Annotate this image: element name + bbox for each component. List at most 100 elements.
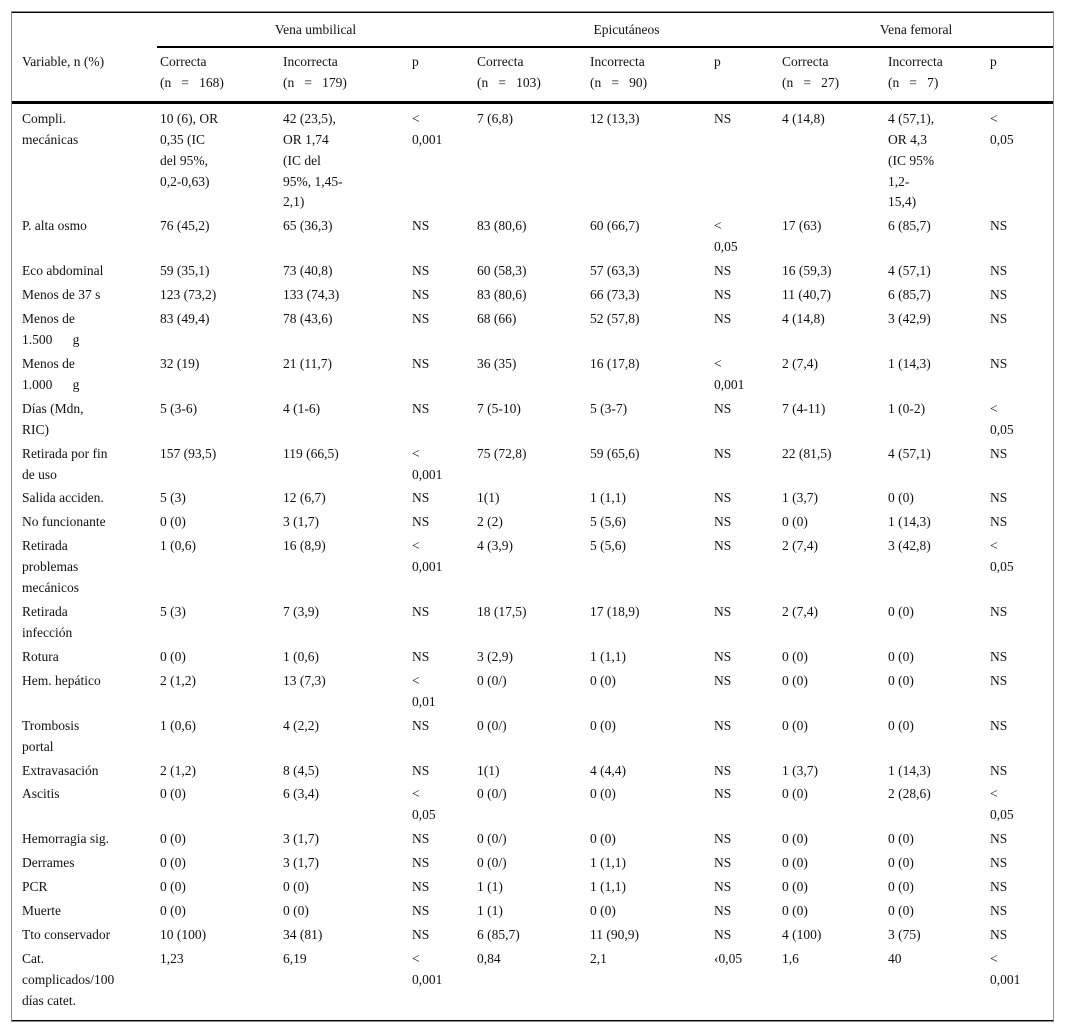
group-header-row: Variable, n (%) Vena umbilical Epicutáne…: [12, 12, 1054, 104]
table-cell: < 0,05: [714, 218, 738, 255]
table-cell: 0 (0): [782, 903, 808, 919]
table-cell: 157 (93,5): [160, 445, 217, 461]
table-cell: 3 (1,7): [283, 855, 319, 871]
table-cell: 7 (5-10): [477, 400, 521, 416]
table-cell: NS: [412, 903, 430, 919]
table-cell: 7 (4-11): [782, 400, 826, 416]
table-cell: 0 (0): [888, 604, 914, 620]
table-cell: 3 (75): [888, 926, 921, 942]
table-cell: 1 (1,1): [590, 490, 627, 506]
table-row: Ascitis 0 (0) 6 (3,4) < 0,05 0 (0/) 0 (0…: [12, 783, 1053, 828]
table-cell: NS: [412, 490, 430, 506]
table-cell: 12 (13,3): [590, 110, 640, 126]
table-cell: NS: [714, 786, 732, 802]
table-cell: NS: [412, 879, 430, 895]
table-cell: NS: [714, 648, 732, 664]
table-cell: NS: [990, 672, 1008, 688]
results-table: Variable, n (%) Vena umbilical Epicutáne…: [12, 12, 1054, 1021]
table-row: Compli. mecánicas 10 (6), OR 0,35 (IC de…: [12, 102, 1053, 215]
table-cell: NS: [714, 538, 732, 554]
table-cell: NS: [990, 355, 1008, 371]
table-cell: 3 (42,8): [888, 538, 931, 554]
table-cell: 1 (14,3): [888, 762, 931, 778]
table-cell: NS: [412, 648, 430, 664]
table-cell: 7 (6,8): [477, 110, 514, 126]
table-cell: NS: [990, 263, 1008, 279]
table-cell: 1 (0-2): [888, 400, 926, 416]
table-cell: NS: [412, 762, 430, 778]
table-cell: 83 (80,6): [477, 287, 527, 303]
table-cell: 1(1): [477, 490, 500, 506]
table-cell: 0 (0): [283, 903, 309, 919]
table-cell: 0 (0): [782, 786, 808, 802]
corner-header-variable: Variable, n (%): [12, 12, 157, 104]
table-cell: NS: [714, 762, 732, 778]
table-cell: 75 (72,8): [477, 445, 527, 461]
table-cell: 52 (57,8): [590, 311, 640, 327]
table-row: Salida acciden. 5 (3) 12 (6,7) NS 1(1) 1…: [12, 487, 1053, 511]
table-cell: 22 (81,5): [782, 445, 832, 461]
table-cell: 17 (63): [782, 218, 822, 234]
table-cell: 0 (0): [888, 903, 914, 919]
table-row: Retirada infección 5 (3) 7 (3,9) NS 18 (…: [12, 601, 1053, 646]
table-cell: 1 (3,7): [782, 762, 819, 778]
column-header-p-epi: p: [711, 46, 780, 104]
group-header-vena-femoral: Vena femoral: [779, 12, 1054, 48]
row-label: Menos de 1.500 g: [22, 311, 80, 347]
table-cell: 1 (1,1): [590, 648, 627, 664]
row-label: Trombosis portal: [22, 717, 80, 754]
table-cell: 32 (19): [160, 355, 200, 371]
table-cell: 8 (4,5): [283, 762, 319, 778]
table-cell: 5 (3): [160, 604, 186, 620]
table-cell: 1 (0,6): [160, 717, 196, 733]
table-cell: < 0,01: [412, 672, 436, 709]
table-row: Trombosis portal 1 (0,6) 4 (2,2) NS 0 (0…: [12, 715, 1053, 760]
table-row: PCR 0 (0) 0 (0) NS 1 (1) 1 (1,1) NS 0 (0…: [12, 876, 1053, 900]
table-row: Días (Mdn, RIC) 5 (3-6) 4 (1-6) NS 7 (5-…: [12, 398, 1053, 443]
table-cell: 83 (49,4): [160, 311, 210, 327]
table-cell: 0 (0): [888, 831, 914, 847]
table-cell: < 0,001: [714, 355, 745, 392]
row-label: Muerte: [22, 903, 61, 919]
table-cell: 2 (2): [477, 514, 503, 530]
table-cell: 4 (57,1): [888, 445, 931, 461]
table-row: Rotura 0 (0) 1 (0,6) NS 3 (2,9) 1 (1,1) …: [12, 646, 1053, 670]
table-cell: 1 (3,7): [782, 490, 819, 506]
table-cell: 5 (3-7): [590, 400, 628, 416]
table-cell: NS: [714, 672, 732, 688]
table-cell: 4 (14,8): [782, 110, 825, 126]
table-cell: NS: [412, 855, 430, 871]
row-label: Hemorragia sig.: [22, 831, 109, 847]
table-cell: 1 (1,1): [590, 855, 627, 871]
table-cell: NS: [412, 218, 430, 234]
table-cell: 1 (14,3): [888, 514, 931, 530]
table-cell: 18 (17,5): [477, 604, 527, 620]
table-row: Hem. hepático 2 (1,2) 13 (7,3) < 0,01 0 …: [12, 670, 1053, 715]
table-cell: NS: [990, 831, 1008, 847]
table-row: Derrames 0 (0) 3 (1,7) NS 0 (0/) 1 (1,1)…: [12, 852, 1053, 876]
table-cell: 4 (57,1), OR 4,3 (IC 95% 1,2- 15,4): [888, 110, 935, 210]
table-cell: 57 (63,3): [590, 263, 640, 279]
table-cell: 0 (0): [590, 786, 616, 802]
table-cell: NS: [714, 490, 732, 506]
table-cell: NS: [412, 514, 430, 530]
table-cell: 76 (45,2): [160, 218, 210, 234]
column-header-p-vf: p: [987, 46, 1054, 104]
table-cell: 11 (90,9): [590, 926, 640, 942]
row-label: Menos de 1.000 g: [22, 355, 80, 392]
row-label: Compli. mecánicas: [22, 110, 79, 147]
table-cell: 73 (40,8): [283, 263, 333, 279]
table-cell: NS: [990, 926, 1008, 942]
table-cell: 4 (1-6): [283, 400, 321, 416]
table-cell: 0 (0): [160, 514, 186, 530]
table-row: No funcionante 0 (0) 3 (1,7) NS 2 (2) 5 …: [12, 511, 1053, 535]
table-cell: NS: [714, 445, 732, 461]
table-cell: NS: [990, 218, 1008, 234]
table-cell: 4 (4,4): [590, 762, 627, 778]
table-cell: NS: [412, 604, 430, 620]
table-cell: NS: [990, 490, 1008, 506]
table-cell: < 0,001: [412, 445, 443, 482]
table-cell: 6 (85,7): [888, 218, 931, 234]
table-cell: 12 (6,7): [283, 490, 326, 506]
table-cell: 0 (0): [160, 786, 186, 802]
